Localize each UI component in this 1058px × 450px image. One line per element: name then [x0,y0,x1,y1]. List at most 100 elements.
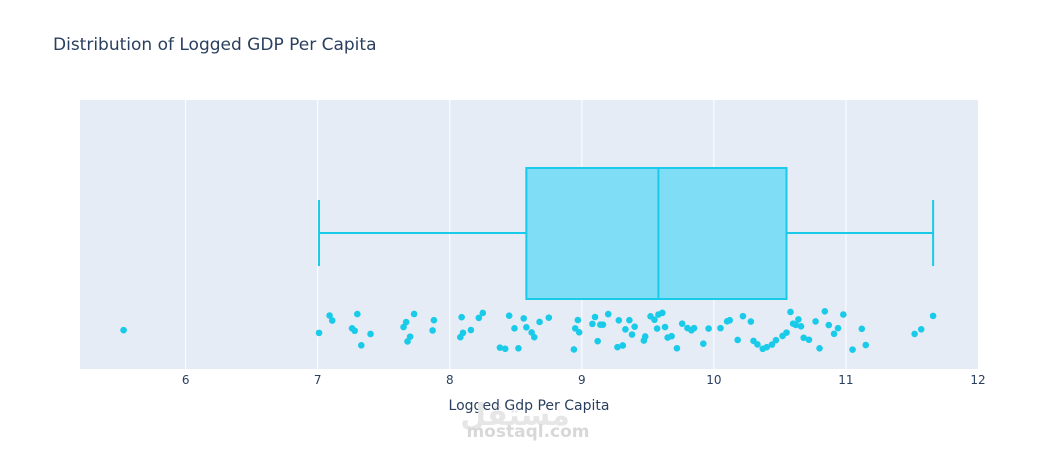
data-point [501,345,509,353]
data-point [400,323,407,331]
data-point [406,333,414,340]
data-point [604,310,612,318]
data-point [530,333,538,341]
data-point [458,313,465,321]
data-point [536,318,543,326]
data-point [739,312,747,320]
data-point [768,341,776,348]
watermark-text: mostaql.com [466,422,589,442]
data-point [570,346,578,353]
data-point [354,310,361,318]
x-axis-ticks: 6 7 8 9 10 11 12 [182,373,986,387]
data-point [511,325,518,332]
data-point [840,311,847,318]
data-point [574,316,582,324]
interquartile-box [525,167,788,300]
x-tick-label: 10 [706,373,721,387]
data-point [858,325,866,333]
data-point [929,312,937,320]
data-point [594,337,601,345]
data-point [678,320,686,327]
data-point [599,321,607,328]
data-point [619,342,627,349]
data-point [734,336,741,344]
data-point [659,309,666,317]
data-point [467,326,475,334]
chart-title: Distribution of Logged GDP Per Capita [53,35,376,55]
data-point [668,332,675,340]
data-point [911,330,918,338]
x-tick-label: 12 [970,373,985,387]
box-layer [318,167,935,300]
data-point [763,343,771,351]
data-point [367,330,374,338]
data-point [326,312,333,319]
data-point [797,323,805,330]
data-point [862,341,870,349]
data-point [747,318,755,325]
data-point [700,340,707,347]
data-point [651,316,658,324]
data-point [641,333,649,340]
data-point [351,327,358,335]
data-point [315,329,323,337]
data-point [754,341,761,348]
x-tick-label: 8 [446,373,454,387]
data-point [591,313,599,321]
data-point [622,326,629,333]
data-point [821,307,829,315]
watermark-logo: مستقل [460,398,570,433]
data-point [690,324,698,332]
data-point [726,316,734,324]
data-point [410,310,418,318]
data-point [805,336,813,344]
data-point [459,329,467,337]
data-point [523,324,530,331]
data-point [772,336,780,344]
data-point [357,341,365,349]
data-point [505,312,513,320]
data-point [496,344,504,351]
data-point [479,309,487,317]
data-point [717,324,724,332]
data-point [575,329,583,336]
data-point [917,325,925,333]
data-point [475,314,483,322]
data-point [545,314,553,321]
data-point [849,346,856,353]
data-point [830,330,838,338]
data-point [816,345,823,352]
data-point [787,308,794,316]
x-tick-label: 9 [578,373,586,387]
data-point [120,326,127,334]
data-point [520,315,528,322]
data-point [404,338,411,345]
data-point [430,316,438,324]
data-point [515,344,522,352]
data-point [614,343,621,351]
data-point [783,329,790,336]
x-tick-label: 11 [838,373,853,387]
x-axis-title: Logged Gdp Per Capita [449,398,610,414]
data-point [429,327,436,334]
data-point [834,324,842,332]
data-points [120,307,937,353]
data-point [328,317,336,324]
data-point [792,321,800,329]
data-point [705,325,712,332]
data-point [661,323,669,331]
data-point [795,316,802,323]
data-point [825,321,833,329]
data-point [628,331,636,338]
x-tick-label: 7 [314,373,322,387]
data-point [631,323,638,330]
data-point [673,344,681,352]
data-point [626,316,633,324]
x-tick-label: 6 [182,373,190,387]
data-point [615,317,623,324]
data-point [812,318,819,325]
data-point [653,325,661,332]
data-point [589,320,596,328]
data-point [402,318,410,326]
